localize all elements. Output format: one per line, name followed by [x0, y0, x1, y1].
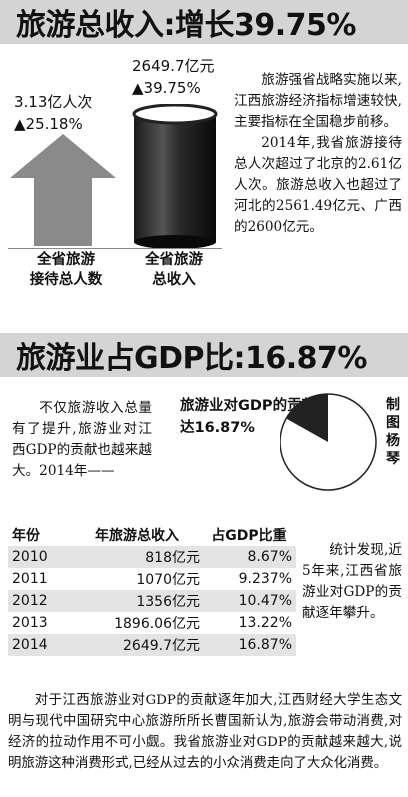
cell-share: 10.47%: [206, 590, 296, 612]
gdp-commentary: 对于江西旅游业对GDP的贡献逐年加大,江西财经大学生态文明与现代中国研究中心旅游…: [8, 690, 402, 774]
cell-share: 9.237%: [238, 571, 292, 587]
cell-year: 2011: [12, 571, 48, 587]
table-row: 2010 818亿元 8.67%: [8, 546, 296, 568]
table-header-row: 年份 年旅游总收入 占GDP比重: [8, 524, 296, 546]
gdp-share-pie: [280, 393, 377, 491]
cell-income: 1356亿元: [74, 590, 206, 612]
arrow-stat-value: 3.13亿人次: [14, 93, 93, 111]
pie-label-line1: 旅游业对GDP的贡献: [180, 398, 317, 414]
revenue-description: 旅游强省战略实施以来,江西旅游经济指标增速较快,主要指标在全国稳步前移。 201…: [234, 70, 402, 238]
header-year: 年份: [12, 528, 40, 544]
map-credit: 制图 杨琴: [386, 397, 400, 467]
table-row: 2012 1356亿元 10.47%: [8, 590, 296, 612]
gdp-intro-text: 不仅旅游收入总量有了提升,旅游业对江西GDP的贡献也越来越大。2014年——: [12, 400, 152, 479]
cylinder-stat-change: ▲39.75%: [132, 79, 201, 97]
table-row: 2014 2649.7亿元 16.87%: [8, 634, 296, 656]
cylinder-stat-value: 2649.7亿元: [132, 57, 215, 75]
revenue-paragraph-2: 2014年,我省旅游接待总人次超过了北京的2.61亿人次。旅游总收入也超过了河北…: [234, 135, 402, 235]
gdp-side-note: 统计发现,近5年来,江西省旅游业对GDP的贡献逐年攀升。: [302, 540, 402, 624]
cell-year: 2010: [8, 546, 74, 568]
gdp-share-table: 年份 年旅游总收入 占GDP比重 2010 818亿元 8.67% 2011 1…: [8, 524, 296, 656]
gdp-side-note-text: 统计发现,近5年来,江西省旅游业对GDP的贡献逐年攀升。: [302, 542, 402, 621]
cell-year: 2014: [8, 634, 74, 656]
cell-year: 2012: [8, 590, 74, 612]
gdp-commentary-text: 对于江西旅游业对GDP的贡献逐年加大,江西财经大学生态文明与现代中国研究中心旅游…: [8, 693, 402, 771]
table-row: 2013 1896.06亿元 13.22%: [8, 612, 296, 634]
arrow-stat-change: ▲25.18%: [14, 115, 83, 133]
header-income: 年旅游总收入: [95, 528, 179, 544]
gdp-intro: 不仅旅游收入总量有了提升,旅游业对江西GDP的贡献也越来越大。2014年——: [12, 398, 152, 482]
cell-share: 8.67%: [206, 546, 296, 568]
cell-income: 818亿元: [74, 546, 206, 568]
growth-arrow-icon: [10, 134, 116, 246]
arrow-stat-label-line1: 全省旅游: [37, 252, 95, 268]
cell-income: 2649.7亿元: [74, 634, 206, 656]
revenue-cylinder-icon: [132, 104, 218, 249]
arrow-stat-label-line2: 接待总人数: [29, 272, 103, 288]
pie-slice-tourism: [286, 394, 328, 442]
cell-share: 16.87%: [206, 634, 296, 656]
cylinder-stat-label-line1: 全省旅游: [145, 252, 203, 268]
cell-year: 2013: [12, 615, 48, 631]
section-title-revenue: 旅游总收入:增长39.75%: [0, 0, 408, 44]
pie-label-line2: 达16.87%: [180, 420, 255, 436]
cell-income: 1896.06亿元: [114, 616, 200, 632]
section-title-gdp-share: 旅游业占GDP比:16.87%: [0, 333, 408, 377]
cylinder-stat-label-line2: 总收入: [152, 272, 196, 288]
cell-share: 13.22%: [238, 615, 292, 631]
cell-income: 1070亿元: [136, 572, 200, 588]
table-row: 2011 1070亿元 9.237%: [8, 568, 296, 590]
revenue-paragraph-1: 旅游强省战略实施以来,江西旅游经济指标增速较快,主要指标在全国稳步前移。: [234, 72, 402, 130]
header-share: 占GDP比重: [211, 528, 287, 544]
